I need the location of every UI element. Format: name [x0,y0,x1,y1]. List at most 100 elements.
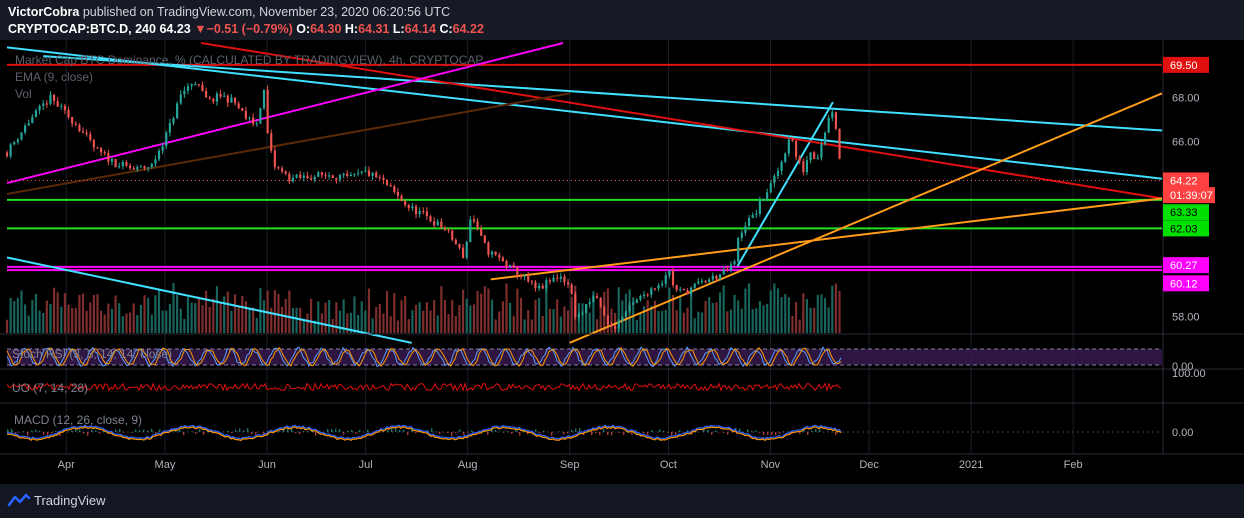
macd-histogram-bar [279,431,281,432]
candle [154,159,157,164]
candle [646,294,649,296]
candle [650,288,653,295]
x-tick-label: 2021 [959,459,983,471]
volume-bar [737,300,740,333]
volume-bar [81,293,85,333]
volume-bar [281,306,284,333]
tradingview-brand[interactable]: TradingView [34,493,106,508]
volume-bar [805,298,809,333]
macd-histogram-bar [663,430,665,432]
macd-histogram-bar [51,432,53,434]
volume-bar [255,318,258,333]
volume-bar [784,293,787,333]
price-label: 64.22 [1170,175,1198,187]
candle [657,285,660,289]
volume-bar [288,290,291,333]
candle [284,171,287,174]
candle [259,108,262,124]
volume-bar [838,290,841,333]
indicator-axis-label: 100.00 [1172,368,1206,380]
candle [85,132,88,135]
candle [429,216,432,222]
macd-histogram-bar [675,432,677,436]
volume-bar [13,301,16,333]
volume-bar [42,312,45,333]
candle [494,251,497,255]
price-chart[interactable]: Apr May Jun Jul Aug Sep Oct Nov Dec 2021 Feb68.006… [0,40,1244,484]
candle [534,282,537,289]
volume-bar [385,290,389,333]
candle [63,105,67,111]
volume-bar [74,307,77,333]
volume-bar [704,300,707,333]
volume-bar [197,296,200,333]
candle [9,144,12,157]
volume-bar [27,315,30,333]
volume-bar [700,312,704,333]
macd-histogram-bar [415,432,417,434]
candle [5,152,9,157]
price-label: 01:39:07 [1170,190,1213,202]
candle [407,205,410,209]
macd-histogram-bar [691,432,693,435]
volume-bar [682,312,685,333]
volume-bar [711,303,714,333]
volume-bar [317,301,320,333]
price-label: 60.12 [1170,278,1198,290]
volume-bar [715,302,718,333]
candle [838,128,841,159]
volume-bar [100,310,103,333]
candle [541,285,544,289]
macd-histogram-bar [147,430,149,432]
macd-histogram-bar [467,432,469,433]
volume-bar [389,316,392,333]
candle [357,172,360,174]
macd-histogram-bar [39,430,41,432]
macd-histogram-bar [83,432,85,434]
indicator-axis-label: 0.00 [1172,361,1193,373]
candle [661,283,664,286]
macd-histogram-bar [315,432,317,436]
macd-histogram-bar [71,430,73,432]
volume-bar [139,304,143,333]
volume-bar [328,299,331,333]
volume-bar [505,283,508,333]
candle [617,320,620,329]
candle [71,117,74,124]
candle [697,281,700,284]
candle [729,264,733,271]
volume-bar [20,290,23,333]
open-label: O: [296,22,311,36]
price-change: −0.51 (−0.79%) [206,22,293,36]
volume-bar [545,284,548,333]
candle [570,284,573,294]
tradingview-logo-icon[interactable] [7,492,31,510]
candle [114,158,117,168]
candle [197,84,200,86]
candle [411,206,414,209]
candle [664,275,667,284]
macd-histogram-bar [819,429,821,432]
uo-legend: UO (7, 14, 28) [12,381,88,395]
x-tick-label: May [155,459,176,471]
macd-histogram-bar [487,432,489,435]
candle [690,287,693,295]
candle [668,270,671,276]
author-name[interactable]: VictorCobra [8,5,80,19]
candle [360,171,363,173]
candle [266,89,269,134]
candle [223,95,226,97]
volume-bar [270,307,273,333]
macd-histogram-bar [303,431,305,432]
volume-bar [501,301,504,333]
symbol-label[interactable]: CRYPTOCAP:BTC.D, 240 [8,22,156,36]
volume-bar [440,286,443,333]
macd-histogram-bar [759,432,761,433]
volume-bar [494,319,497,333]
macd-histogram-bar [703,429,705,432]
macd-histogram-bar [75,429,77,432]
volume-bar [581,303,584,333]
candle [371,172,374,176]
volume-bar [143,295,146,333]
macd-histogram-bar [95,430,97,432]
